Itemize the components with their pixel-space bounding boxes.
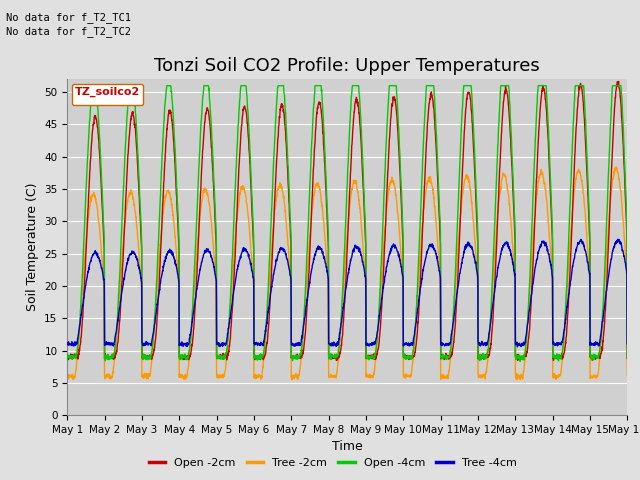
X-axis label: Time: Time [332,441,363,454]
Text: No data for f_T2_TC1: No data for f_T2_TC1 [6,12,131,23]
Y-axis label: Soil Temperature (C): Soil Temperature (C) [26,183,38,312]
Text: No data for f_T2_TC2: No data for f_T2_TC2 [6,26,131,37]
Title: Tonzi Soil CO2 Profile: Upper Temperatures: Tonzi Soil CO2 Profile: Upper Temperatur… [154,57,540,75]
Legend: Open -2cm, Tree -2cm, Open -4cm, Tree -4cm: Open -2cm, Tree -2cm, Open -4cm, Tree -4… [145,453,521,472]
Legend:  [72,84,143,105]
